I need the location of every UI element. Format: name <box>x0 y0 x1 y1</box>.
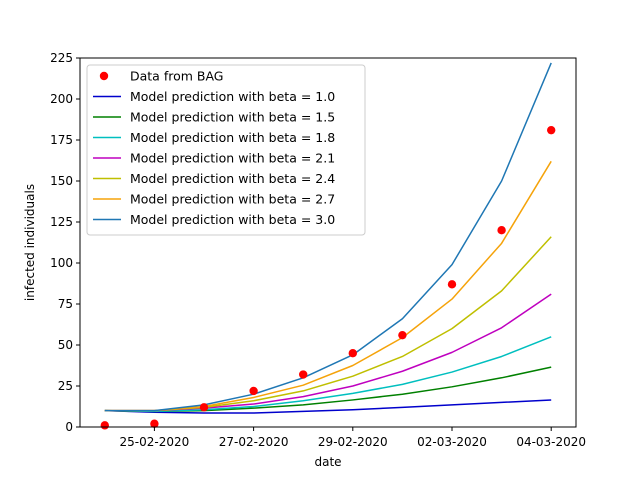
x-axis-ticks: 25-02-2020 27-02-2020 29-02-2020 02-03-2020… <box>120 427 586 449</box>
data-point <box>150 419 159 428</box>
y-tick-label: 100 <box>50 256 73 270</box>
data-point <box>398 330 407 340</box>
y-tick-label: 75 <box>58 297 73 311</box>
legend-label-3: Model prediction with beta = 1.8 <box>130 130 335 145</box>
data-point <box>547 125 556 135</box>
data-point <box>249 386 258 396</box>
data-point <box>497 226 506 235</box>
y-axis-ticks: 0 25 50 75 100 125 150 175 200 225 <box>50 51 80 434</box>
x-tick-label: 25-02-2020 <box>120 435 190 449</box>
y-tick-label: 125 <box>50 215 73 229</box>
series-line-1 <box>104 399 552 414</box>
legend-label-5: Model prediction with beta = 2.4 <box>130 171 335 186</box>
legend-label-observed: Data from BAG <box>130 69 223 84</box>
data-point <box>100 421 110 430</box>
data-point <box>199 403 209 412</box>
y-tick-label: 0 <box>65 420 73 434</box>
y-tick-label: 50 <box>58 338 73 352</box>
legend-label-2: Model prediction with beta = 1.5 <box>130 110 335 125</box>
y-axis-label: infected individuals <box>23 184 37 301</box>
y-tick-label: 200 <box>50 92 73 106</box>
legend-label-6: Model prediction with beta = 2.7 <box>130 192 335 207</box>
x-tick-label: 04-03-2020 <box>516 435 586 449</box>
x-tick-label: 29-02-2020 <box>318 435 388 449</box>
legend-box <box>86 64 366 236</box>
y-tick-label: 225 <box>50 51 73 65</box>
axes-frame <box>79 57 577 428</box>
y-tick-label: 175 <box>50 133 73 147</box>
legend-label-7: Model prediction with beta = 3.0 <box>130 212 335 227</box>
legend-label-1: Model prediction with beta = 1.0 <box>130 89 335 104</box>
legend: Data from BAG Model prediction with beta … <box>86 64 366 236</box>
series-line-6 <box>104 160 552 412</box>
legend-label-4: Model prediction with beta = 2.1 <box>130 151 335 166</box>
x-tick-label: 02-03-2020 <box>417 435 487 449</box>
y-tick-label: 150 <box>50 174 73 188</box>
x-axis-label: date <box>314 455 341 469</box>
series-line-7 <box>104 62 552 412</box>
x-tick-label: 27-02-2020 <box>219 435 289 449</box>
series-line-3 <box>104 336 552 413</box>
data-point <box>299 370 308 379</box>
series-lines <box>104 62 552 414</box>
data-point <box>447 280 457 289</box>
legend-marker-observed <box>99 71 109 81</box>
data-point <box>348 349 357 358</box>
y-tick-label: 25 <box>58 379 73 393</box>
